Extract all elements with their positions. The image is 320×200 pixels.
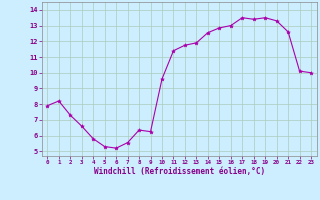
- X-axis label: Windchill (Refroidissement éolien,°C): Windchill (Refroidissement éolien,°C): [94, 167, 265, 176]
